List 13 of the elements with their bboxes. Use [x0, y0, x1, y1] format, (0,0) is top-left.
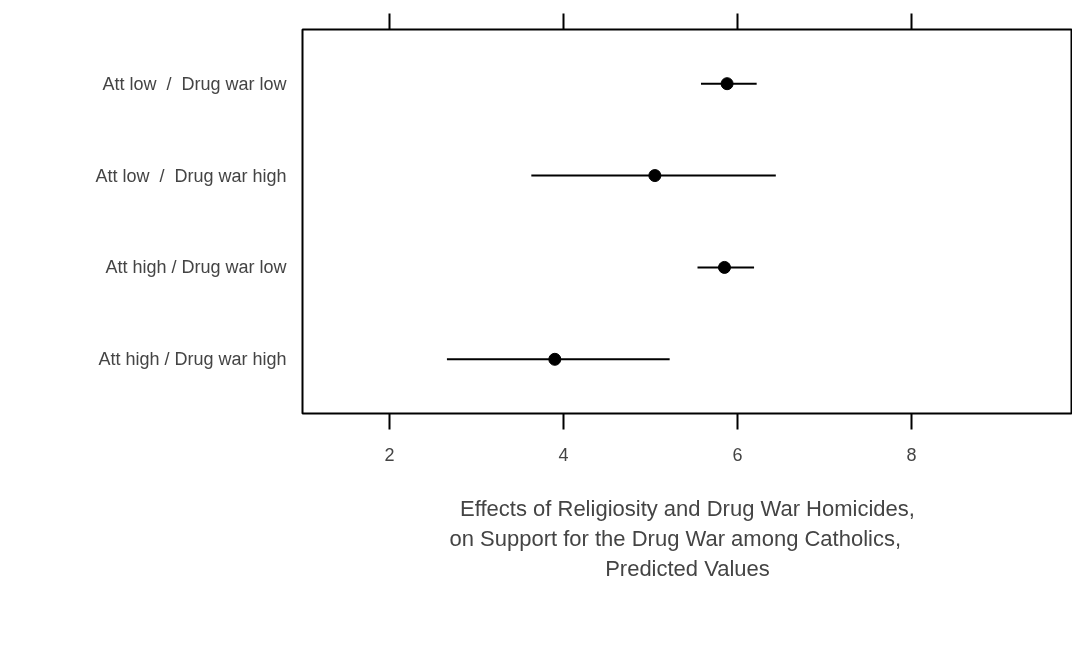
y-tick-label: Att high / Drug war low [105, 257, 288, 278]
x-tick-label: 4 [558, 444, 569, 465]
y-tick-label: Att high / Drug war high [98, 349, 287, 370]
point [648, 169, 662, 183]
x-tick-label: 6 [732, 444, 743, 465]
point [717, 260, 731, 274]
y-tick-label: Att low / Drug war low [102, 73, 288, 94]
point [548, 352, 562, 366]
x-axis-title: Effects of Religiosity and Drug War Homicides, on Support for the Drug War among Catholics, Predicted Values [449, 495, 915, 581]
x-tick-label: 2 [384, 444, 395, 465]
y-tick-label: Att low / Drug war high [95, 165, 287, 186]
x-tick-label: 8 [906, 444, 917, 465]
point [720, 77, 734, 91]
